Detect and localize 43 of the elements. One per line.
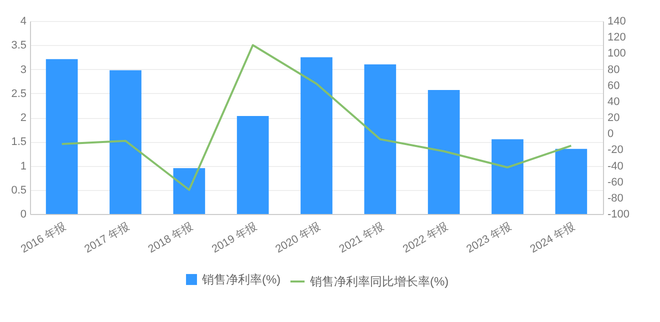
x-tick-label: 2019 年报	[210, 220, 259, 256]
x-tick-label: 2021 年报	[337, 220, 386, 256]
y-tick-label: 4	[20, 16, 26, 28]
y2-tick-label: 120	[608, 32, 626, 44]
y-tick-label: 2.5	[11, 88, 26, 100]
y-tick-label: 3	[20, 64, 26, 76]
x-tick-label: 2022 年报	[400, 220, 450, 256]
line-series	[60, 44, 572, 191]
bar	[300, 57, 332, 214]
y2-tick-label: 0	[608, 128, 614, 140]
bar	[173, 168, 206, 214]
y2-tick-label: 140	[608, 16, 626, 28]
x-tick-label: 2023 年报	[464, 220, 514, 256]
legend-label: 销售净利率同比增长率(%)	[309, 274, 449, 288]
y-tick-label: 0.5	[11, 184, 26, 196]
y2-tick-label: -80	[608, 192, 624, 204]
y-tick-label: 3.5	[11, 40, 26, 52]
legend-label: 销售净利率(%)	[201, 272, 281, 286]
bar	[428, 90, 460, 214]
bar	[492, 139, 524, 214]
x-tick-label: 2017 年报	[82, 220, 132, 256]
bar	[555, 148, 588, 214]
y2-tick-label: -60	[608, 176, 624, 188]
bar	[46, 59, 78, 214]
y2-tick-label: 80	[608, 64, 620, 76]
x-tick-label: 2016 年报	[18, 220, 68, 256]
y-tick-label: 1	[20, 160, 26, 172]
y2-tick-label: -40	[608, 160, 624, 172]
y2-tick-label: 40	[608, 96, 620, 108]
y-tick-label: 1.5	[11, 136, 26, 148]
y2-tick-label: 60	[608, 80, 620, 92]
y-tick-label: 0	[20, 208, 26, 220]
bar	[110, 70, 142, 214]
y2-tick-label: -100	[608, 208, 630, 220]
y2-tick-label: 20	[608, 112, 620, 124]
x-tick-label: 2020 年报	[274, 220, 322, 256]
bar	[364, 64, 396, 214]
bar	[236, 116, 269, 214]
x-tick-label: 2024 年报	[528, 220, 578, 256]
x-tick-label: 2018 年报	[146, 220, 196, 256]
y2-tick-label: -20	[608, 144, 624, 156]
y2-tick-label: 100	[608, 48, 626, 60]
y-tick-label: 2	[20, 112, 26, 124]
